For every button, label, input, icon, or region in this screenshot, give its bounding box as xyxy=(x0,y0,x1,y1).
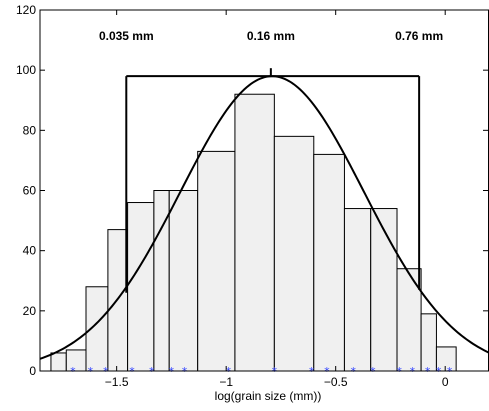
y-tick-label: 100 xyxy=(16,63,36,77)
histogram-bar-8 xyxy=(197,150,236,372)
annotation-label-2: 0.16 mm xyxy=(247,29,295,43)
x-tick-label: −0.5 xyxy=(324,375,348,389)
histogram-bar-14 xyxy=(396,268,422,372)
x-axis-title: log(grain size (mm)) xyxy=(215,389,322,403)
annotation-label-1: 0.035 mm xyxy=(99,29,154,43)
bars-layer xyxy=(50,93,457,372)
histogram-bar-1 xyxy=(50,352,67,372)
y-tick-label: 20 xyxy=(23,304,37,318)
histogram-bar-12 xyxy=(343,208,372,372)
y-tick-label: 80 xyxy=(23,123,37,137)
y-tick-label: 0 xyxy=(29,364,36,378)
x-tick-label: −1.5 xyxy=(105,375,129,389)
fit-curve xyxy=(39,75,489,360)
histogram-bar-10 xyxy=(273,135,315,372)
y-tick-label: 60 xyxy=(23,184,37,198)
y-tick-label: 120 xyxy=(16,3,36,17)
x-tick-label: −1 xyxy=(219,375,233,389)
curve-layer xyxy=(39,75,489,360)
histogram-bar-15 xyxy=(420,313,437,372)
y-tick-label: 40 xyxy=(23,244,37,258)
bracket-layer: 0.035 mm 0.16 mm 0.76 mm xyxy=(99,29,443,293)
histogram-bar-9 xyxy=(234,93,275,372)
annotation-label-3: 0.76 mm xyxy=(395,29,443,43)
axes-layer: 0 20 40 60 80 100 120 −1.5 −1 −0.5 0 xyxy=(16,3,489,389)
histogram-bar-11 xyxy=(313,153,345,372)
histogram-bar-7 xyxy=(168,190,199,372)
histogram-bar-5 xyxy=(127,202,155,372)
histogram-bar-13 xyxy=(370,208,398,372)
x-tick-label: 0 xyxy=(442,375,449,389)
